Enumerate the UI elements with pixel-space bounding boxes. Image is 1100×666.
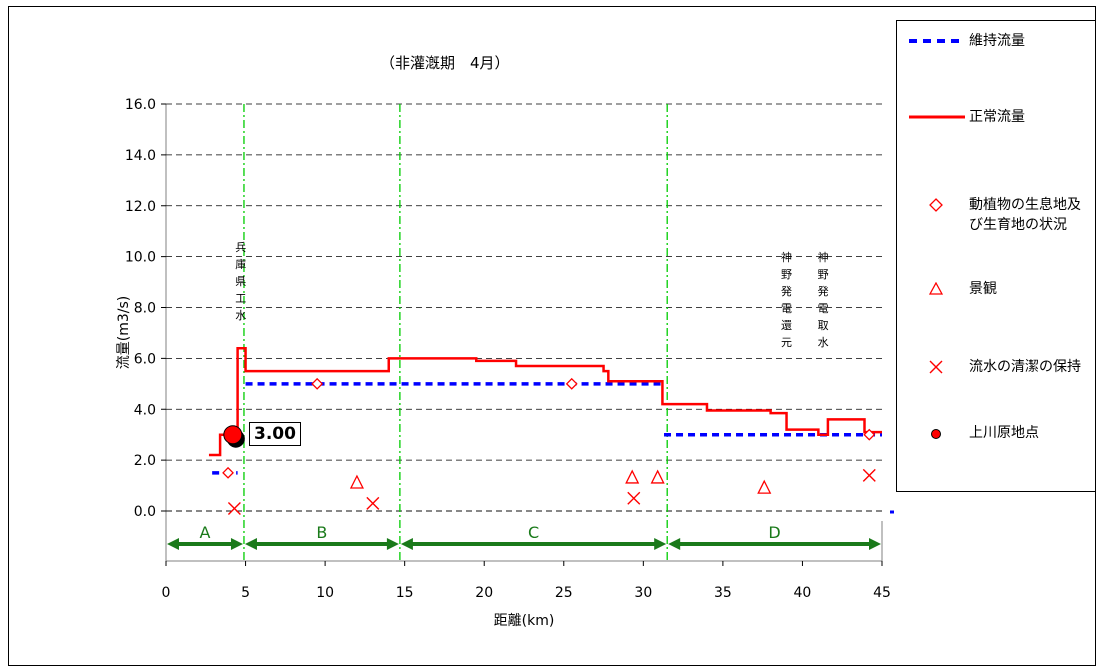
section-arrow-head xyxy=(230,538,243,550)
legend-solid-line-icon xyxy=(909,115,965,119)
habitat-point xyxy=(222,466,234,479)
cleanliness-point xyxy=(227,501,241,515)
x-tick-label: 35 xyxy=(714,585,732,601)
normal-flow-line xyxy=(208,346,882,457)
circle-marker-icon xyxy=(931,429,941,439)
y-tick-label: 12.0 xyxy=(125,199,156,215)
vertical-annotation: 兵庫県工水 xyxy=(235,240,247,322)
habitat-point xyxy=(311,377,324,390)
habitat-point xyxy=(565,377,578,390)
landscape-point xyxy=(349,474,364,489)
legend-dashed-line-icon xyxy=(909,39,965,43)
section-arrow-head xyxy=(869,538,881,550)
x-tick-label: 25 xyxy=(555,585,573,601)
section-arrow-head xyxy=(654,538,667,550)
x-tick-label: 20 xyxy=(475,585,493,601)
habitat-point xyxy=(863,428,876,441)
kamikawara-point xyxy=(223,425,243,445)
x-tick-label: 30 xyxy=(634,585,652,601)
section-label: B xyxy=(316,523,327,542)
section-arrow-head xyxy=(386,538,399,550)
x-axis-label: 距離(km) xyxy=(494,612,555,629)
vertical-annotation: 神野発電取水 xyxy=(817,250,829,349)
section-arrow-head xyxy=(668,538,681,550)
legend: 維持流量 正常流量 動植物の生息地及び生育地の状況 景観 流水の清潔の保持 上川… xyxy=(896,20,1096,492)
y-tick-label: 16.0 xyxy=(125,97,156,113)
y-tick-label: 8.0 xyxy=(134,301,156,317)
cleanliness-point xyxy=(862,468,876,482)
y-tick-label: 0.0 xyxy=(134,504,156,520)
cleanliness-point xyxy=(366,496,380,510)
section-arrow-head xyxy=(244,538,257,550)
section-arrow-head xyxy=(167,538,179,550)
x-tick-label: 10 xyxy=(316,585,334,601)
y-tick-label: 14.0 xyxy=(125,148,156,164)
triangle-marker-icon xyxy=(929,282,943,295)
y-tick-label: 2.0 xyxy=(134,453,156,469)
legend-label: 維持流量 xyxy=(969,33,1025,49)
section-label: C xyxy=(528,523,539,542)
x-tick-label: 0 xyxy=(162,585,171,601)
point-value-label: 3.00 xyxy=(249,422,301,446)
y-tick-label: 10.0 xyxy=(125,250,156,266)
y-tick-label: 4.0 xyxy=(134,402,156,418)
vertical-annotation: 神野発電還元 xyxy=(781,250,793,349)
legend-label: 上川原地点 xyxy=(969,425,1039,441)
legend-label: 正常流量 xyxy=(969,109,1025,125)
x-tick-label: 40 xyxy=(794,585,812,601)
x-marker-icon xyxy=(929,360,943,374)
y-tick-label: 6.0 xyxy=(134,351,156,367)
landscape-point xyxy=(650,469,665,484)
section-label: D xyxy=(768,523,780,542)
section-arrow-head xyxy=(400,538,413,550)
y-axis-label: 流量(m3/s) xyxy=(116,296,132,369)
chart-title: （非灌漑期 4月） xyxy=(380,54,510,72)
x-tick-label: 15 xyxy=(396,585,414,601)
landscape-point xyxy=(757,479,772,494)
legend-label: 動植物の生息地及び生育地の状況 xyxy=(969,197,1081,233)
cleanliness-point xyxy=(627,491,641,505)
landscape-point xyxy=(625,469,640,484)
diamond-marker-icon xyxy=(929,198,943,212)
x-tick-label: 5 xyxy=(241,585,250,601)
section-label: A xyxy=(200,523,211,542)
legend-label: 景観 xyxy=(969,281,997,297)
x-tick-label: 45 xyxy=(873,585,891,601)
legend-label: 流水の清潔の保持 xyxy=(969,359,1081,375)
